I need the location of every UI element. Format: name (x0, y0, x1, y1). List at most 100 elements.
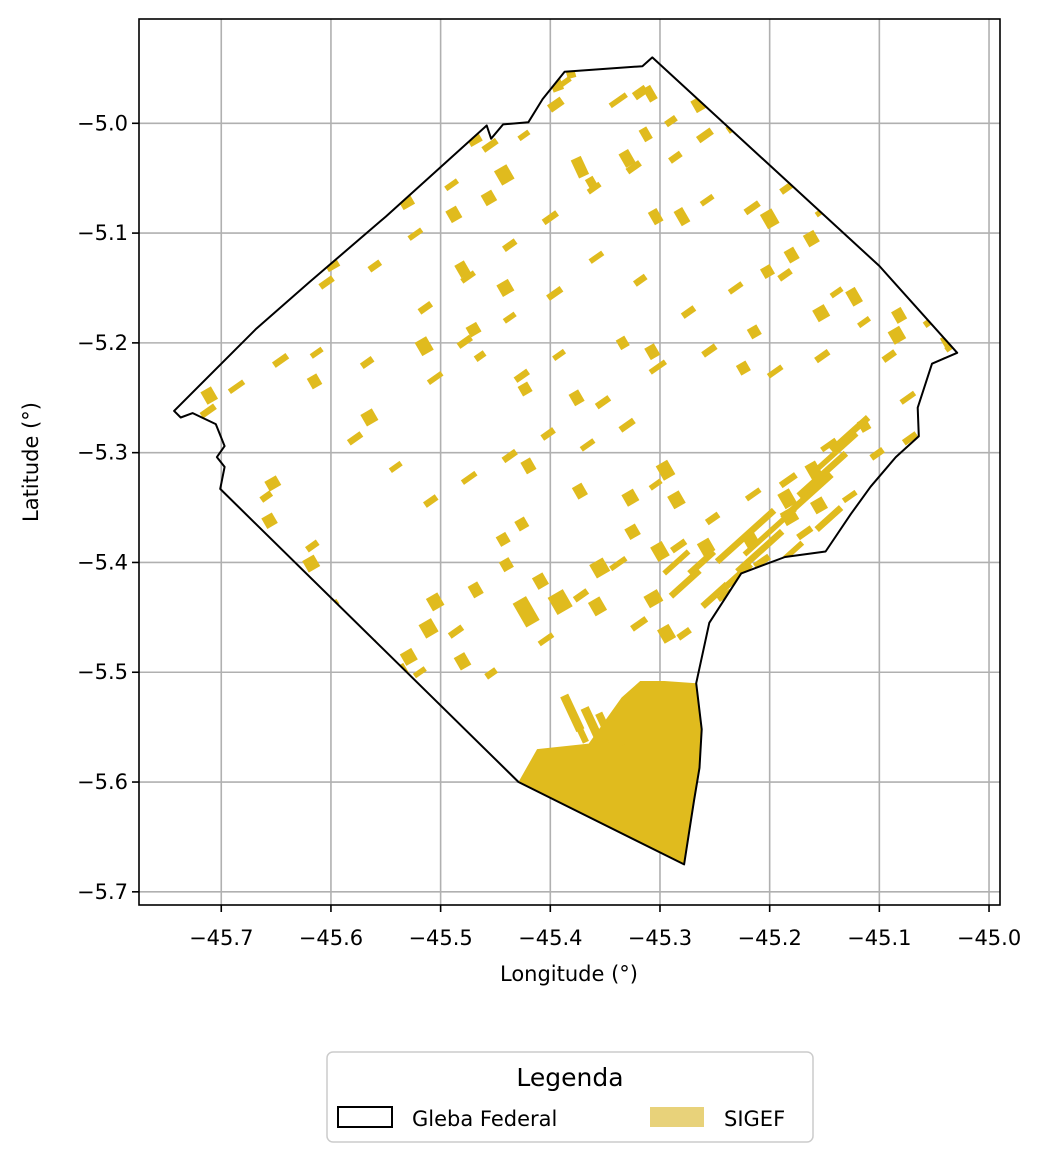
sigef-parcel (735, 528, 785, 575)
sigef-parcel (496, 278, 515, 297)
sigef-parcel (845, 286, 863, 307)
sigef-parcel (580, 706, 604, 742)
sigef-parcel (592, 741, 610, 766)
y-tick-label: −5.2 (77, 331, 128, 355)
y-axis-ticks: −5.0 −5.1 −5.2 −5.3 −5.4 −5.5 −5.6 −5.7 (77, 111, 139, 904)
sigef-parcel (417, 301, 434, 315)
sigef-parcel (690, 96, 707, 114)
gleba-federal-boundary (173, 56, 959, 866)
sigef-parcel (655, 459, 676, 481)
sigef-parcel (668, 150, 683, 164)
sigef-parcel (632, 273, 648, 287)
sigef-parcel (746, 324, 762, 340)
sigef-parcel (814, 505, 844, 532)
sigef-parcel (261, 512, 278, 529)
sigef-parcel (412, 666, 427, 679)
sigef-parcel (360, 408, 379, 427)
sigef-parcel (777, 488, 798, 510)
sigef-parcel (541, 210, 559, 226)
sigef-parcel (796, 450, 849, 499)
sigef-parcel (618, 148, 636, 168)
sigef-parcel (625, 160, 642, 175)
x-tick-label: −45.4 (518, 926, 582, 950)
sigef-parcel (759, 208, 780, 230)
sigef-parcel (825, 133, 840, 146)
sigef-parcel (735, 360, 751, 376)
sigef-parcel (399, 647, 418, 666)
sigef-parcel (881, 349, 897, 363)
sigef-parcel (687, 549, 717, 576)
sigef-parcel (642, 84, 658, 103)
legend-label-sigef: SIGEF (724, 1107, 785, 1131)
sigef-parcel (700, 581, 730, 609)
x-tick-label: −45.1 (847, 926, 911, 950)
sigef-parcel (704, 511, 721, 526)
sigef-parcel (673, 206, 691, 227)
sigef-parcel (778, 472, 798, 489)
sigef-parcel (701, 343, 718, 358)
sigef-parcel (454, 260, 471, 279)
sigef-parcel (517, 381, 533, 397)
sigef-parcel (783, 246, 800, 264)
sigef-parcel (820, 437, 838, 453)
sigef-parcel (829, 414, 871, 453)
sigef-parcel (572, 588, 590, 603)
sigef-parcel (418, 618, 439, 639)
sigef-parcel (547, 589, 573, 615)
sigef-parcel (481, 137, 499, 153)
sigef-parcel (540, 427, 556, 441)
sigef-parcel (306, 373, 323, 390)
sigef-parcel (869, 447, 885, 461)
sigef-parcel (766, 364, 784, 379)
sigef-parcel (743, 200, 761, 216)
sigef-parcel (346, 431, 364, 446)
legend-label-gleba: Gleba Federal (412, 1107, 557, 1131)
x-axis-title: Longitude (°) (500, 962, 638, 986)
sigef-parcel (777, 267, 793, 282)
sigef-parcel (571, 482, 588, 500)
sigef-parcels-layer (199, 61, 958, 865)
sigef-parcel (271, 353, 290, 368)
sigef-parcel (514, 516, 530, 532)
sigef-parcel (857, 316, 872, 329)
sigef-parcel (899, 390, 917, 405)
sigef-parcel (264, 475, 282, 492)
sigef-parcel (425, 592, 445, 612)
sigef-parcel (752, 553, 772, 570)
y-tick-label: −5.1 (77, 221, 128, 245)
sigef-parcel (444, 178, 460, 192)
sigef-parcel (648, 359, 668, 375)
sigef-parcel (848, 527, 876, 554)
sigef-parcel (895, 471, 912, 485)
sigef-parcel (513, 368, 531, 383)
gleba-boundary-layer (173, 56, 959, 866)
sigef-parcel (812, 431, 859, 474)
sigef-parcel (829, 286, 844, 299)
y-tick-label: −5.4 (77, 550, 128, 574)
y-tick-label: −5.5 (77, 660, 128, 684)
sigef-parcel (584, 175, 600, 192)
sigef-parcel (676, 626, 692, 641)
sigef-parcel (857, 219, 873, 234)
sigef-parcel (667, 490, 686, 510)
sigef-parcel (844, 550, 859, 563)
sigef-parcel (609, 555, 628, 572)
sigef-parcel (227, 379, 246, 395)
sigef-parcel (199, 403, 217, 419)
sigef-parcel (589, 557, 611, 579)
sigef-parcel (595, 711, 616, 743)
sigef-parcel (305, 539, 320, 553)
sigef-parcel (648, 478, 663, 491)
sigef-parcel (537, 632, 555, 647)
y-axis-title: Latitude (°) (19, 402, 43, 522)
sigef-parcel (669, 538, 688, 554)
y-tick-label: −5.7 (77, 880, 128, 904)
sigef-parcel (546, 96, 565, 113)
sigef-parcel (630, 616, 649, 632)
sigef-parcel (699, 193, 715, 207)
sigef-parcel (804, 565, 823, 581)
sigef-parcel (615, 335, 630, 351)
sigef-parcel (200, 386, 219, 405)
sigef-parcel (552, 348, 567, 361)
